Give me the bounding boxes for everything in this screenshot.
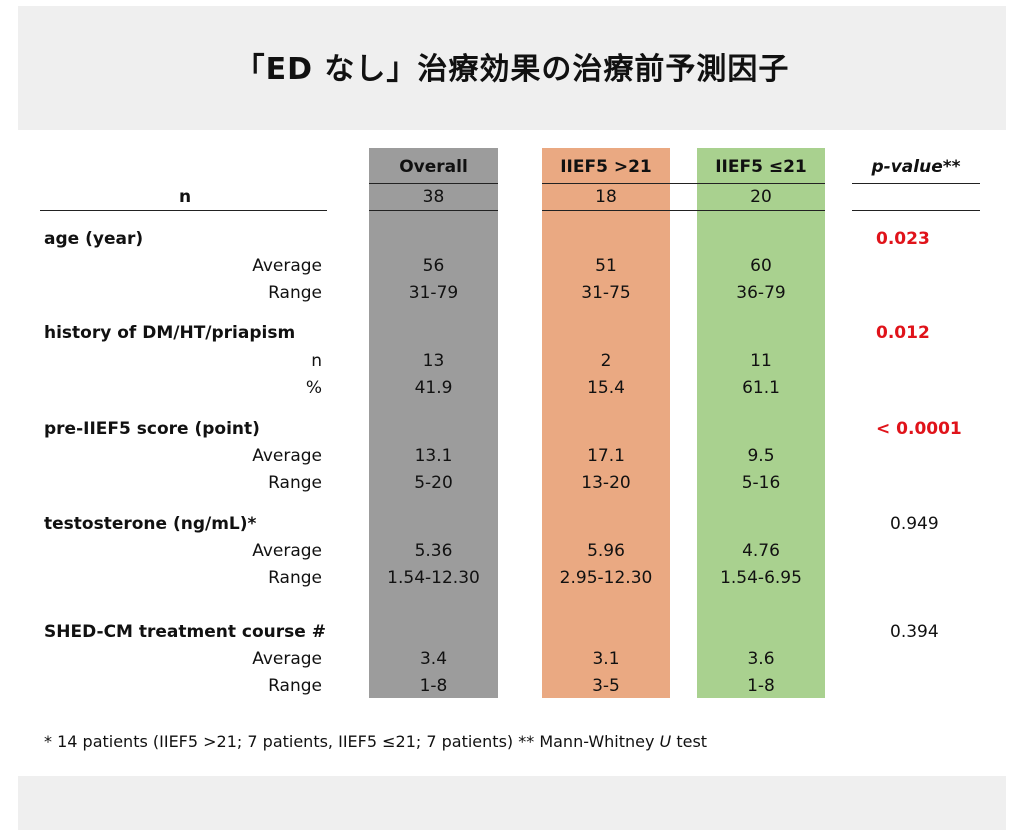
n-label: n (178, 187, 192, 207)
header-overall: Overall (399, 157, 468, 177)
cell-iief5-low: 9.5 (747, 446, 775, 466)
p-value-testosterone: 0.949 (890, 514, 939, 534)
section-header-pre-iief5: pre-IIEF5 score (point) (44, 419, 260, 439)
rule-n-label (40, 210, 327, 211)
n-iief5-low: 20 (750, 187, 772, 207)
cell-iief5-high: 31-75 (581, 283, 631, 303)
footnote: * 14 patients (IIEF5 >21; 7 patients, II… (44, 732, 707, 751)
cell-iief5-low: 60 (750, 256, 772, 276)
p-value-shed-cm: 0.394 (890, 622, 939, 642)
rule-n-pvalue (852, 210, 980, 211)
footnote-u-symbol: U (659, 732, 672, 751)
cell-iief5-high: 5.96 (587, 541, 625, 561)
iief5-low-column (697, 148, 825, 698)
cell-iief5-low: 61.1 (742, 378, 780, 398)
cell-overall: 56 (422, 256, 445, 276)
cell-overall: 13.1 (414, 446, 453, 466)
cell-iief5-high: 3.1 (592, 649, 620, 669)
cell-overall: 31-79 (408, 283, 459, 303)
rule-overall-header (369, 183, 498, 184)
cell-iief5-high: 15.4 (587, 378, 625, 398)
cell-iief5-low: 1-8 (747, 676, 775, 696)
n-iief5-high: 18 (595, 187, 617, 207)
cell-overall: 5-20 (414, 473, 453, 493)
cell-overall: 13 (422, 351, 445, 371)
row-label: Range (268, 283, 322, 303)
p-value-age: 0.023 (876, 229, 930, 249)
n-overall: 38 (422, 187, 445, 207)
rule-groups-header (542, 183, 825, 184)
cell-overall: 41.9 (414, 378, 453, 398)
cell-overall: 3.4 (419, 649, 448, 669)
header-p-value: p-value** (871, 157, 961, 177)
cell-iief5-high: 2 (600, 351, 612, 371)
row-label: Average (252, 541, 322, 561)
row-label: Average (252, 256, 322, 276)
footnote-text: * 14 patients (IIEF5 >21; 7 patients, II… (44, 732, 660, 751)
rule-pvalue-header (852, 183, 980, 184)
cell-overall: 1.54-12.30 (387, 568, 480, 588)
row-label: Range (268, 676, 322, 696)
page-title: 「ED なし」治療効果の治療前予測因子 (234, 52, 790, 87)
row-label: Range (268, 473, 322, 493)
cell-iief5-low: 5-16 (741, 473, 781, 493)
cell-iief5-high: 51 (595, 256, 617, 276)
section-header-testosterone: testosterone (ng/mL)* (44, 514, 257, 534)
section-header-age: age (year) (44, 229, 144, 249)
cell-iief5-low: 3.6 (747, 649, 775, 669)
cell-iief5-high: 2.95-12.30 (559, 568, 653, 588)
cell-overall: 5.36 (414, 541, 453, 561)
title-band (18, 6, 1006, 130)
cell-iief5-low: 11 (750, 351, 772, 371)
row-label: n (311, 351, 322, 371)
iief5-high-column (542, 148, 670, 698)
header-iief5-high: IIEF5 >21 (560, 157, 652, 177)
cell-iief5-low: 36-79 (736, 283, 786, 303)
row-label: Average (252, 649, 322, 669)
cell-iief5-high: 17.1 (587, 446, 625, 466)
header-iief5-low: IIEF5 ≤21 (715, 157, 807, 177)
section-header-shed-cm: SHED-CM treatment course # (44, 622, 326, 642)
bottom-band (18, 776, 1006, 830)
rule-n-groups (542, 210, 825, 211)
overall-column (369, 148, 498, 698)
cell-iief5-low: 4.76 (742, 541, 780, 561)
row-label: Average (252, 446, 322, 466)
cell-iief5-high: 13-20 (581, 473, 631, 493)
cell-iief5-high: 3-5 (592, 676, 620, 696)
cell-iief5-low: 1.54-6.95 (720, 568, 802, 588)
row-label: Range (268, 568, 322, 588)
footnote-test: test (671, 732, 708, 751)
p-value-history: 0.012 (876, 323, 930, 343)
rule-n-overall (369, 210, 498, 211)
row-label: % (305, 378, 322, 398)
section-header-history: history of DM/HT/priapism (44, 323, 296, 343)
cell-overall: 1-8 (419, 676, 448, 696)
p-value-pre-iief5: < 0.0001 (876, 419, 962, 439)
